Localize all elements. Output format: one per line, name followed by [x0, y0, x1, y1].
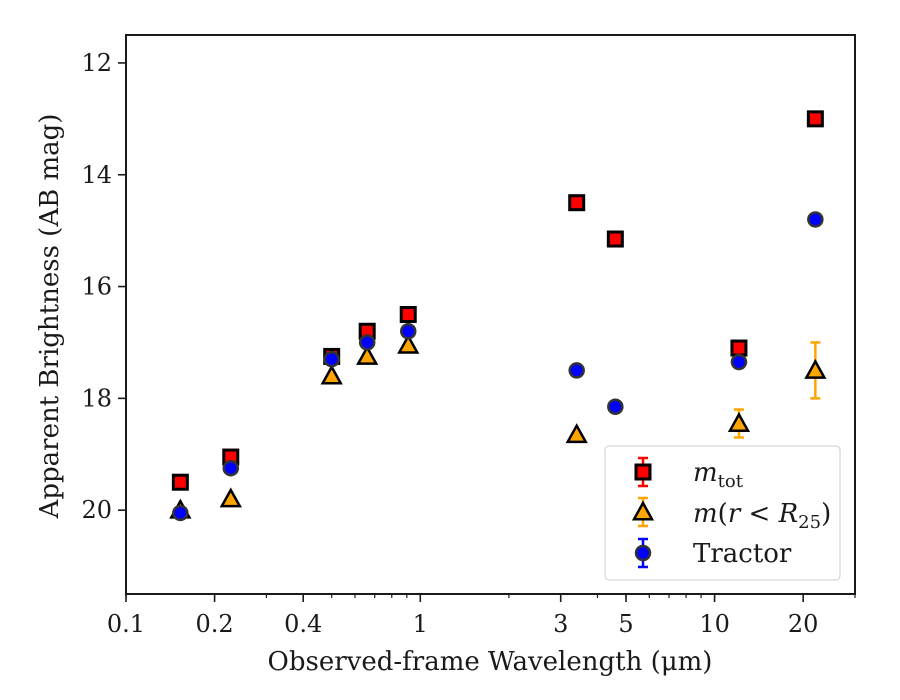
ticks-layer: 0.1 0.2 0.4 1 3 5 10 20 12 14 16 18 20 — [81, 49, 856, 638]
legend-label-tractor: Tractor — [693, 539, 792, 569]
legend-circle-icon — [634, 544, 652, 562]
y-tick-label: 12 — [81, 49, 112, 77]
circle-marker — [607, 398, 624, 415]
series-circle — [172, 211, 824, 522]
x-tick-label: 10 — [699, 610, 730, 638]
circle-marker — [568, 362, 585, 379]
circle-marker — [730, 353, 748, 371]
x-tick-label: 20 — [788, 610, 819, 638]
legend: mtot m(r < R25) Tractor — [604, 445, 841, 581]
plot-frame — [125, 34, 856, 595]
triangle-marker — [356, 344, 379, 365]
square-marker — [568, 194, 586, 212]
legend-label-mtot: mtot — [693, 458, 744, 492]
triangle-marker — [320, 364, 343, 385]
y-tick-label: 14 — [81, 161, 112, 189]
x-axis-label: Observed-frame Wavelength (μm) — [268, 647, 713, 677]
triangle-marker — [565, 423, 588, 444]
x-tick-label: 0.2 — [196, 610, 234, 638]
y-tick-label: 16 — [81, 273, 112, 301]
circle-marker — [358, 334, 376, 351]
marks-layer — [169, 110, 827, 522]
square-marker — [171, 473, 189, 491]
legend-box — [604, 445, 841, 581]
x-tick-label: 3 — [553, 610, 568, 638]
square-marker — [399, 306, 417, 323]
x-tick-label: 0.4 — [284, 610, 322, 638]
legend-triangle-icon — [631, 500, 655, 521]
triangle-marker — [804, 358, 827, 379]
square-marker — [730, 339, 748, 357]
x-tick-label: 0.1 — [107, 610, 145, 638]
y-axis-label: Apparent Brightness (AB mag) — [35, 114, 65, 520]
square-marker — [606, 230, 624, 248]
x-tick-label: 5 — [618, 610, 633, 638]
y-tick-label: 20 — [81, 496, 112, 524]
circle-marker — [222, 459, 240, 477]
x-tick-label: 1 — [413, 610, 428, 638]
circle-marker — [399, 323, 417, 340]
square-marker — [806, 110, 824, 128]
circle-marker — [323, 350, 340, 368]
triangle-marker — [727, 411, 751, 432]
triangle-marker — [397, 333, 420, 354]
circle-marker — [807, 211, 824, 228]
legend-label-m-r25: m(r < R25) — [693, 499, 831, 533]
triangle-marker — [219, 487, 242, 508]
y-tick-label: 18 — [81, 384, 112, 412]
circle-marker — [172, 504, 189, 522]
legend-square-icon — [634, 463, 652, 481]
legend-icons — [631, 456, 655, 569]
